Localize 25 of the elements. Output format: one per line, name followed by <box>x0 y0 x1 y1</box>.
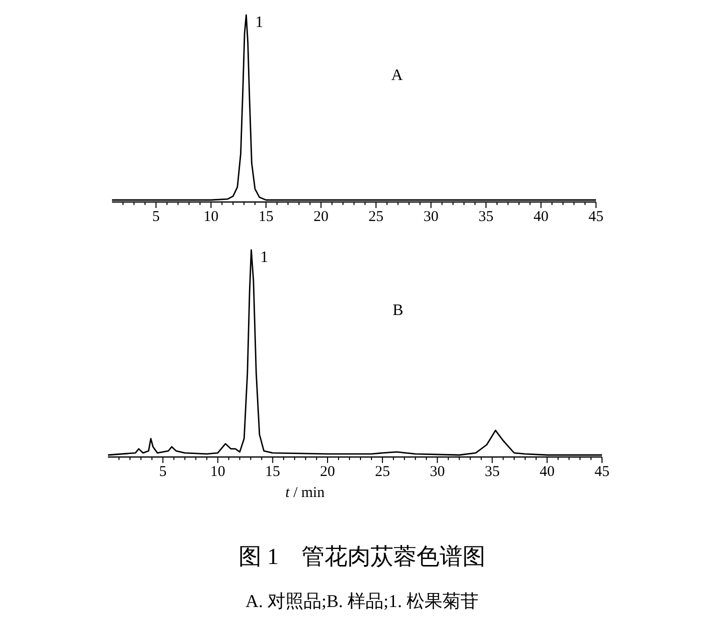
x-tick-label: 5 <box>152 209 160 225</box>
x-tick-label: 40 <box>540 464 555 480</box>
annotation: 1 <box>255 14 264 31</box>
x-tick-label: 10 <box>204 209 218 225</box>
x-axis-title: t / min <box>285 485 326 501</box>
x-tick-label: 35 <box>484 464 500 480</box>
x-tick-label: 15 <box>258 209 274 225</box>
text: 图 1 管花肉苁蓉色谱图 <box>238 544 486 569</box>
annotation: A <box>391 67 404 84</box>
x-tick-label: 15 <box>265 464 280 480</box>
annotation: 1 <box>260 249 268 266</box>
x-tick-label: 25 <box>374 464 390 480</box>
x-tick-label: 45 <box>594 464 610 480</box>
x-tick-label: 10 <box>210 464 226 480</box>
x-tick-label: 40 <box>534 209 548 225</box>
x-tick-label: 20 <box>320 464 336 480</box>
annotation: B <box>392 302 404 319</box>
x-tick-label: 25 <box>368 209 384 225</box>
x-tick-label: 5 <box>159 464 167 480</box>
x-tick-label: 35 <box>478 209 494 225</box>
x-tick-label: 45 <box>588 209 604 225</box>
x-tick-label: 20 <box>314 209 328 225</box>
x-tick-label: 30 <box>424 209 438 225</box>
text: A. 对照品;B. 样品;1. 松果菊苷 <box>245 591 479 611</box>
x-tick-label: 30 <box>430 464 445 480</box>
